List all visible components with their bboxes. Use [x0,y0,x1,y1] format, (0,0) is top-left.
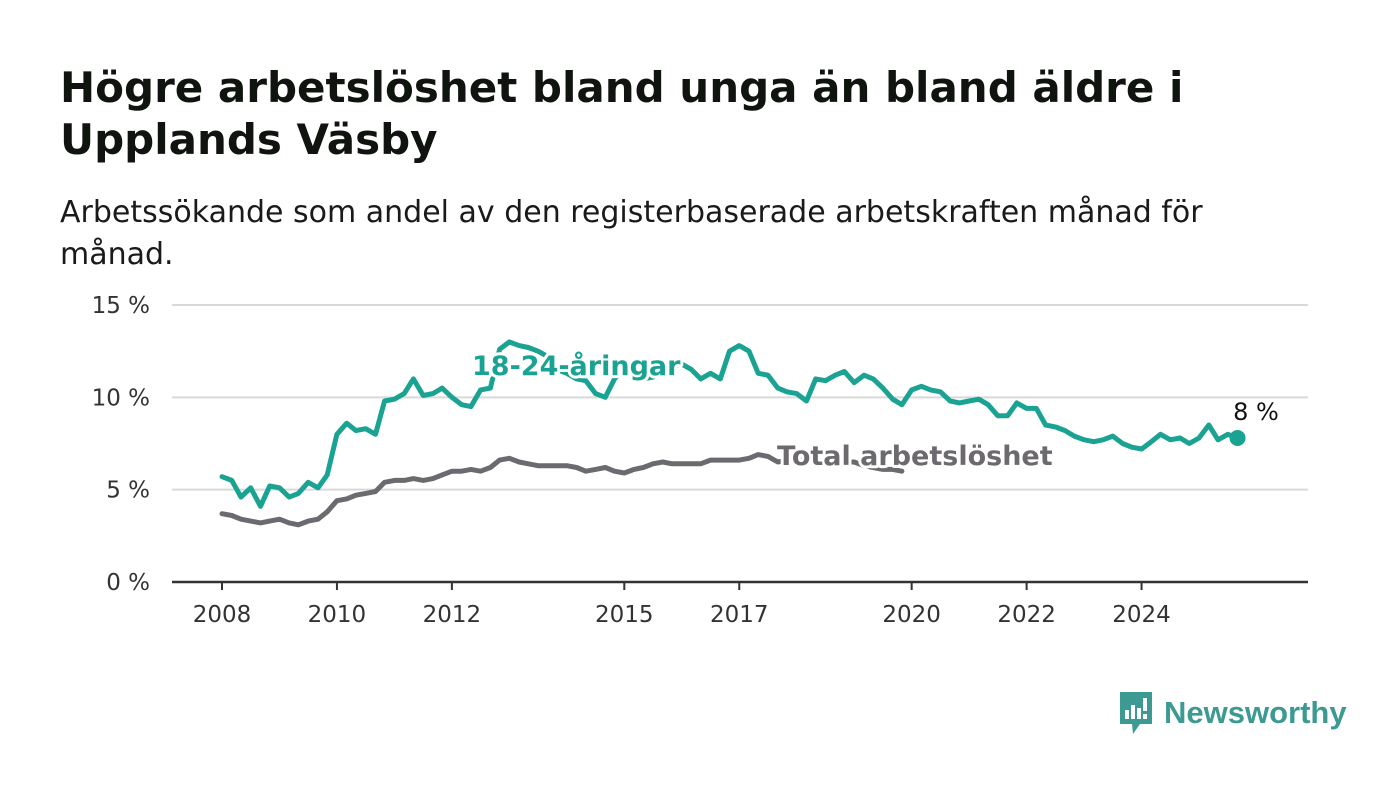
line-chart: 0 %5 %10 %15 % 2008 2010 2012 2015 2017 2020 2… [92,293,1308,628]
end-value-label: 8 % [1233,398,1279,426]
x-tick-label: 2020 [882,602,941,628]
x-axis-ticks: 2008 2010 2012 2015 2017 2020 2022 2024 [193,582,1171,628]
total-series-label: Total arbetslöshet [777,441,1053,472]
newsworthy-logo: Newsworthy [1118,690,1347,736]
total-series-label-halo: Total arbetslöshet [777,441,1053,472]
youth-series-label: 18-24-åringar [472,350,681,382]
y-axis-ticks: 0 % 5 % 10 % 15 % [92,293,150,596]
y-tick-label: 15 % [92,293,150,319]
bar-chart-speech-bubble-icon [1120,692,1152,734]
x-tick-label: 2022 [997,602,1056,628]
series-lines [219,339,1246,528]
end-point-marker [1229,429,1246,446]
x-tick-label: 2017 [710,602,769,628]
total-series-line [219,452,905,528]
chart-subtitle: Arbetssökande som andel av den registerb… [60,195,1203,272]
x-tick-label: 2012 [423,602,482,628]
x-tick-label: 2010 [308,602,367,628]
x-tick-label: 2015 [595,602,654,628]
youth-series-line [219,339,1240,509]
y-tick-label: 10 % [92,385,150,411]
x-tick-label: 2008 [193,602,252,628]
y-tick-label: 0 % [106,570,150,596]
x-tick-label: 2024 [1112,602,1171,628]
chart-title: Högre arbetslöshet bland unga än bland ä… [60,63,1184,164]
youth-series-label-halo: 18-24-åringar [472,350,681,382]
brand-name: Newsworthy [1164,695,1347,730]
y-tick-label: 5 % [106,478,150,504]
